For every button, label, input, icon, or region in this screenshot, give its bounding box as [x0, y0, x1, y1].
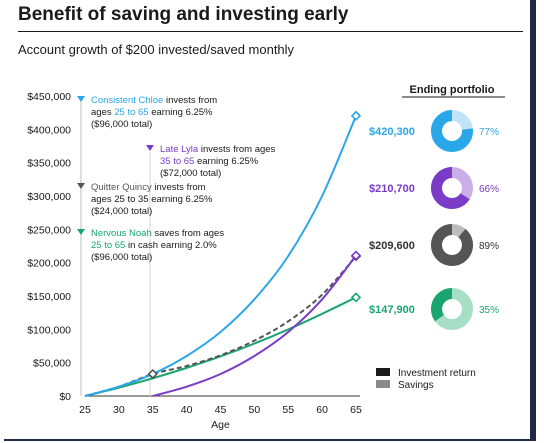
chart-subtitle: Account growth of $200 invested/saved mo… [18, 42, 295, 57]
y-tick-label: $250,000 [27, 224, 71, 236]
annotation-text: invests from [152, 182, 206, 193]
annotation-line3: ($72,000 total) [160, 168, 221, 179]
legend-swatch [376, 380, 390, 388]
annotation-text: saves from ages [152, 228, 225, 239]
series-line-nervous-noah [84, 296, 357, 397]
donut-return-slice [431, 167, 470, 209]
y-tick-label: $200,000 [27, 258, 71, 270]
annotation-line2: ages 25 to 35 earning 6.25% [91, 194, 213, 205]
annotation-text: invests from ages [198, 144, 275, 155]
y-tick-label: $100,000 [27, 324, 71, 336]
annotation-series-name: Late Lyla [160, 144, 199, 155]
ending-portfolio-header: Ending portfolio [410, 84, 495, 96]
annotation-text: earning 6.25% [149, 107, 213, 118]
annotation-marker [146, 145, 154, 151]
x-tick-label: 65 [350, 404, 362, 416]
ending-value-label: $210,700 [369, 183, 415, 195]
x-tick-label: 55 [282, 404, 294, 416]
ending-value-label: $147,900 [369, 304, 415, 316]
annotation-line2: 25 to 65 in cash earning 2.0% [91, 240, 217, 251]
annotation-series-name: Nervous Noah [91, 228, 152, 239]
legend-label: Investment return [398, 368, 476, 379]
series-end-marker [350, 292, 362, 303]
y-tick-label: $350,000 [27, 158, 71, 170]
x-axis-label: Age [211, 419, 230, 431]
y-tick-label: $300,000 [27, 191, 71, 203]
x-tick-label: 35 [147, 404, 159, 416]
annotation-marker [77, 96, 85, 102]
annotation-series-name: Quitter Quincy [91, 182, 152, 193]
annotation-age-range: 25 to 65 [114, 107, 148, 118]
annotation-text: ages [91, 107, 114, 118]
series-end-marker [350, 110, 362, 121]
annotation-line1: Late Lyla invests from ages [160, 144, 276, 155]
ending-value-label: $209,600 [369, 240, 415, 252]
x-tick-label: 25 [79, 404, 91, 416]
x-tick-label: 40 [181, 404, 193, 416]
legend-swatch [376, 368, 390, 376]
annotation-marker [77, 183, 85, 189]
annotation-line2: ages 25 to 65 earning 6.25% [91, 107, 213, 118]
annotation-line3: ($96,000 total) [91, 119, 152, 130]
legend-label: Savings [398, 380, 434, 391]
y-tick-label: $150,000 [27, 291, 71, 303]
y-tick-label: $400,000 [27, 124, 71, 136]
annotation-line1: Quitter Quincy invests from [91, 182, 206, 193]
x-tick-label: 45 [215, 404, 227, 416]
annotation-line1: Nervous Noah saves from ages [91, 228, 224, 239]
donut-percent-label: 66% [479, 184, 499, 195]
x-tick-label: 30 [113, 404, 125, 416]
donut-percent-label: 89% [479, 241, 499, 252]
annotation-line2: 35 to 65 earning 6.25% [160, 156, 259, 167]
y-tick-label: $450,000 [27, 91, 71, 103]
annotation-age-range: 25 to 65 [91, 240, 125, 251]
annotation-line3: ($24,000 total) [91, 206, 152, 217]
donut-return-slice [431, 288, 453, 322]
donut-return-slice [431, 110, 473, 152]
annotation-series-name: Consistent Chloe [91, 95, 163, 106]
annotation-line1: Consistent Chloe invests from [91, 95, 217, 106]
annotation-age-range: 35 to 65 [160, 156, 194, 167]
quit-point-marker [147, 369, 158, 379]
annotation-marker [77, 229, 85, 235]
x-tick-label: 60 [316, 404, 328, 416]
annotation-line3: ($96,000 total) [91, 252, 152, 263]
donut-percent-label: 77% [479, 127, 499, 138]
ending-value-label: $420,300 [369, 126, 415, 138]
donut-percent-label: 35% [479, 305, 499, 316]
annotation-text: ages 25 to 35 earning 6.25% [91, 194, 213, 205]
annotation-text: earning 6.25% [194, 156, 258, 167]
annotation-text: in cash earning 2.0% [125, 240, 217, 251]
chart-frame [4, 0, 536, 441]
y-tick-label: $50,000 [33, 358, 71, 370]
y-tick-label: $0 [59, 391, 71, 403]
series-end-marker [350, 250, 362, 261]
title-divider [18, 31, 523, 32]
annotation-text: invests from [163, 95, 217, 106]
series-line-consistent-chloe [84, 115, 357, 397]
series-line-late-lyla [152, 254, 357, 397]
donut-return-slice [431, 224, 473, 266]
x-tick-label: 50 [249, 404, 261, 416]
chart-title: Benefit of saving and investing early [18, 4, 349, 25]
